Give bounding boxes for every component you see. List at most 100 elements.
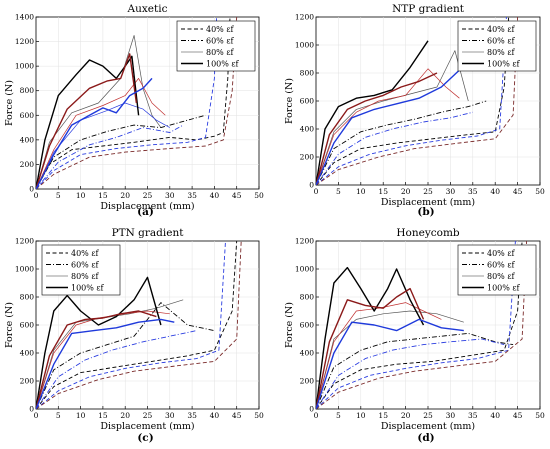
chart-title: NTP gradient: [392, 3, 465, 15]
x-tick-label: 40: [490, 411, 500, 420]
series-line: [36, 241, 238, 409]
x-tick-label: 35: [187, 191, 197, 200]
x-tick-label: 25: [423, 411, 433, 420]
series-line: [36, 318, 175, 409]
x-tick-label: 45: [513, 411, 523, 420]
panel-label: (a): [137, 206, 154, 218]
y-tick-label: 400: [20, 135, 35, 144]
chart-panel-2: 0 5 10 15 20 25 30 35 40 45 50 0 200 400 600 800 1000 120…: [284, 3, 545, 218]
y-axis-label: Force (N): [4, 80, 15, 126]
x-tick-label: 10: [356, 187, 366, 196]
x-tick-label: 15: [98, 411, 108, 420]
panel-label: (d): [417, 432, 434, 444]
y-tick-label: 600: [300, 97, 315, 106]
series-line: [36, 17, 218, 189]
series-line: [316, 68, 460, 185]
legend-entry: 40% εf: [487, 25, 515, 34]
x-tick-label: 30: [165, 411, 175, 420]
chart-panel-3: 0 5 10 15 20 25 30 35 40 45 50 0 200 400 600 800 1000 120…: [4, 227, 264, 444]
x-tick-label: 15: [98, 191, 108, 200]
x-axis-label: Displacement (mm): [381, 197, 475, 208]
x-tick-label: 50: [254, 411, 264, 420]
series-line: [316, 111, 473, 185]
series-line: [36, 124, 184, 189]
legend: 40% εf 60% εf 80% εf 100% εf: [41, 244, 121, 296]
y-tick-label: 1400: [15, 13, 34, 22]
series-line: [36, 17, 231, 189]
x-tick-label: 35: [468, 187, 478, 196]
x-tick-label: 40: [490, 187, 500, 196]
legend-entry: 100% εf: [487, 284, 521, 293]
legend-entry: 80% εf: [206, 48, 234, 57]
legend: 40% εf 60% εf 80% εf 100% εf: [457, 20, 537, 72]
x-tick-label: 15: [378, 411, 388, 420]
x-tick-label: 45: [232, 411, 242, 420]
x-tick-label: 5: [56, 191, 61, 200]
series-line: [316, 266, 425, 409]
series-line: [36, 17, 238, 189]
series-line: [36, 241, 226, 409]
x-tick-label: 45: [232, 191, 242, 200]
x-tick-label: 20: [401, 411, 411, 420]
panel-label: (c): [137, 432, 153, 444]
y-tick-label: 800: [20, 293, 35, 302]
series-line: [36, 78, 166, 189]
y-tick-label: 0: [309, 181, 314, 190]
y-tick-label: 1200: [295, 237, 314, 246]
x-tick-label: 50: [254, 191, 264, 200]
legend-entry: 80% εf: [487, 272, 515, 281]
legend-entry: 60% εf: [487, 37, 515, 46]
series-line: [316, 17, 519, 185]
x-tick-label: 50: [535, 187, 545, 196]
y-tick-label: 400: [300, 349, 315, 358]
x-tick-label: 20: [120, 191, 130, 200]
x-tick-label: 10: [76, 191, 86, 200]
x-tick-label: 0: [314, 187, 319, 196]
series-line: [316, 241, 528, 409]
chart-panel-1: 0 5 10 15 20 25 30 35 40 45 50 0 200 400 600 800 1000 120…: [4, 3, 264, 218]
legend-entry: 100% εf: [206, 60, 240, 69]
x-tick-label: 25: [143, 411, 153, 420]
y-tick-label: 1000: [15, 62, 34, 71]
y-tick-label: 800: [300, 293, 315, 302]
series-line: [36, 53, 138, 189]
x-tick-label: 30: [165, 191, 175, 200]
series-line: [36, 77, 153, 189]
x-tick-label: 0: [34, 411, 39, 420]
series-line: [316, 65, 465, 185]
y-tick-label: 0: [29, 405, 34, 414]
series-group: [36, 241, 242, 409]
series-line: [36, 276, 162, 409]
x-tick-label: 5: [336, 187, 341, 196]
series-line: [36, 55, 140, 189]
y-tick-label: 1000: [295, 41, 314, 50]
chart-title: Honeycomb: [396, 227, 460, 239]
x-tick-label: 15: [378, 187, 388, 196]
legend: 40% εf 60% εf 80% εf 100% εf: [176, 20, 256, 72]
x-tick-label: 35: [187, 411, 197, 420]
x-tick-label: 25: [143, 191, 153, 200]
series-line: [36, 241, 242, 409]
legend: 40% εf 60% εf 80% εf 100% εf: [457, 244, 537, 296]
legend-entry: 60% εf: [487, 261, 515, 270]
x-tick-label: 5: [56, 411, 61, 420]
chart-panel-4: 0 5 10 15 20 25 30 35 40 45 50 0 200 400 600 800 1000 120…: [284, 227, 545, 444]
y-tick-label: 1000: [15, 265, 34, 274]
y-tick-label: 1200: [295, 13, 314, 22]
legend-entry: 100% εf: [487, 60, 521, 69]
y-tick-label: 400: [300, 125, 315, 134]
series-line: [316, 17, 507, 185]
x-axis-label: Displacement (mm): [381, 421, 475, 432]
x-tick-label: 10: [76, 411, 86, 420]
y-tick-label: 0: [309, 405, 314, 414]
series-line: [36, 114, 206, 189]
x-tick-label: 5: [336, 411, 341, 420]
series-line: [316, 310, 464, 409]
y-tick-label: 200: [300, 153, 315, 162]
legend-entry: 40% εf: [487, 249, 515, 258]
series-group: [316, 17, 519, 185]
y-tick-label: 800: [300, 69, 315, 78]
series-line: [316, 100, 487, 185]
y-tick-label: 800: [20, 86, 35, 95]
